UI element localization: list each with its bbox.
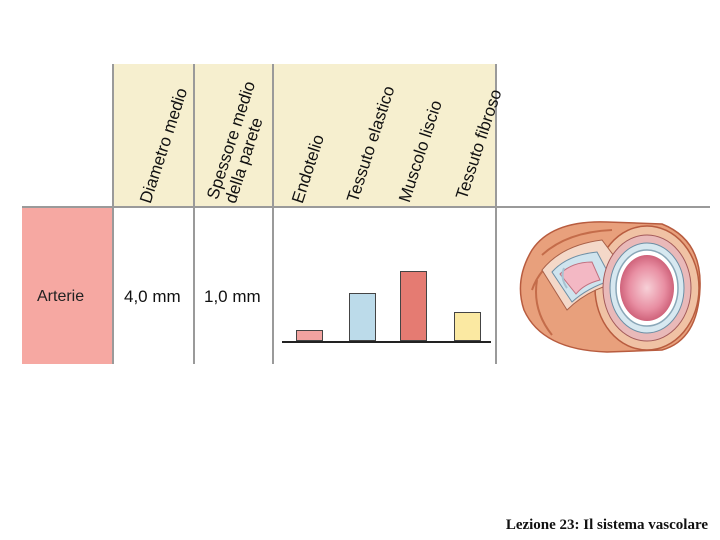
footer-lecture-title: Lezione 23: Il sistema vascolare — [505, 517, 708, 533]
value-spessore: 1,0 mm — [204, 287, 261, 306]
row-label-arterie: Arterie — [37, 288, 85, 305]
bar-muscolo-liscio — [400, 271, 427, 341]
value-diametro: 4,0 mm — [124, 287, 181, 306]
row-label-cell — [22, 208, 113, 364]
bar-tessuto-elastico — [349, 293, 376, 341]
bars-baseline — [282, 341, 491, 343]
bar-endotelio — [296, 330, 323, 341]
column-divider — [495, 64, 497, 364]
table-header-background — [113, 64, 497, 207]
column-divider — [193, 64, 195, 364]
column-divider — [112, 64, 114, 364]
artery-cross-section-illustration — [519, 221, 701, 353]
column-divider — [272, 64, 274, 364]
header-row-divider — [22, 206, 710, 208]
bar-tessuto-fibroso — [454, 312, 481, 341]
